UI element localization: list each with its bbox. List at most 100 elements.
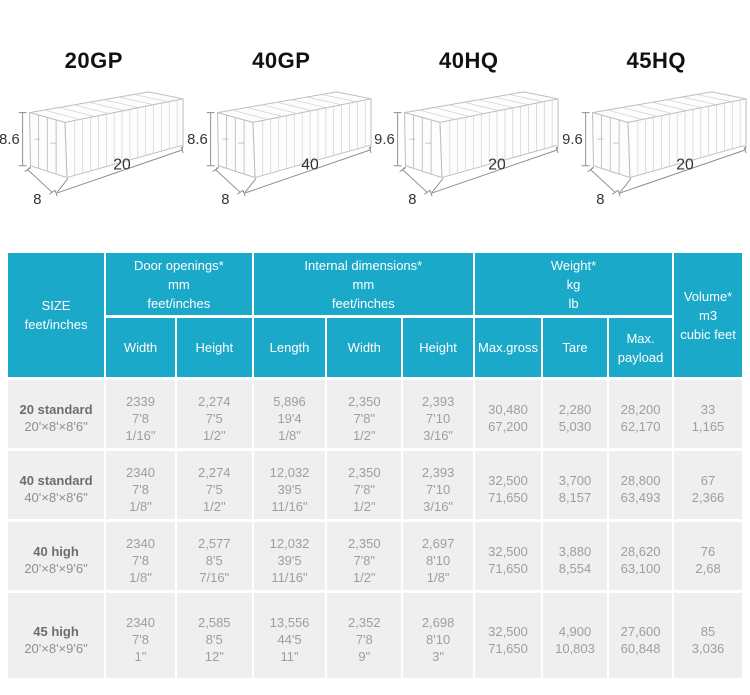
value-line: 5,896 [273, 393, 306, 409]
container-door-rods [597, 115, 620, 174]
value-line: 33 [700, 402, 716, 417]
header-door-openings-unit-ft: feet/inches [147, 295, 211, 311]
header-internal-dimensions-title: Internal dimensions* [304, 257, 423, 273]
value-line: 27,600 [620, 623, 661, 639]
value-line: 9" [358, 649, 371, 664]
table-cell-text: 32,500 71,650 [488, 530, 528, 590]
header-door-openings-unit-mm: mm [168, 276, 190, 292]
row-size-cell: 45 high 20'×8'×9'6" [8, 593, 105, 678]
container-type-label: 20GP [64, 48, 123, 73]
table-cell: 2,350 7'8" 1/2" [327, 380, 402, 448]
table-cell: 12,032 39'5 11/16" [253, 522, 326, 590]
value-line: 11/16" [271, 498, 308, 514]
container-roof-slats [231, 94, 357, 120]
value-line: 7'8 [132, 410, 149, 426]
table-cell: 33 1,165 [674, 380, 742, 448]
value-line: 3,700 [558, 473, 592, 488]
table-cell-text: 2,393 7'10 3/16" [422, 459, 455, 519]
value-line: 67,200 [488, 419, 528, 434]
value-line: 2,585 [198, 615, 231, 630]
container-illustration: 9.6 8 20 [374, 91, 559, 208]
header-weight-unit-kg: kg [566, 276, 581, 292]
table-cell: 4,900 10,803 [542, 593, 608, 678]
value-line: 2,350 [348, 464, 381, 480]
table-cell-text: 12,032 39'5 11/16" [270, 459, 310, 519]
table-cell: 3,700 8,157 [542, 451, 608, 519]
header-volume-unit-cuft: cubic feet [680, 326, 736, 342]
row-size-cell: 40 standard 40'×8'×8'6" [8, 451, 105, 519]
value-line: 28,620 [620, 544, 661, 559]
container-illustration: 8.6 8 20 [0, 91, 184, 208]
value-line: 8'5 [205, 632, 223, 647]
value-line: 1/16" [125, 427, 156, 443]
value-line: 62,170 [620, 419, 661, 434]
subheader-door-height: Height [176, 318, 252, 377]
table-cell-text: 30,480 67,200 [488, 388, 528, 448]
value-line: 12,032 [269, 535, 310, 551]
value-line: 8'10 [426, 552, 451, 568]
container-illustration: 8.6 8 40 [187, 91, 372, 208]
table-cell-text: 13,556 44'5 11" [270, 601, 310, 678]
width-dimension-line [212, 166, 244, 195]
table-cell: 30,480 67,200 [475, 380, 541, 448]
length-dimension-label: 40 [301, 157, 319, 174]
value-line: 63,493 [620, 490, 661, 505]
header-internal-dimensions-unit-ft: feet/inches [331, 295, 395, 311]
height-dimension-label: 9.6 [374, 132, 395, 148]
value-line: 12,032 [269, 464, 310, 480]
value-line: 67 [700, 473, 716, 488]
container-type-label: 40HQ [439, 48, 499, 73]
value-line: 7'8" [353, 552, 376, 568]
container-size-dims: 20'×8'×8'6" [24, 419, 88, 434]
value-line: 8,157 [558, 490, 592, 505]
value-line: 1/2" [352, 498, 376, 514]
value-line: 32,500 [488, 473, 528, 488]
table-cell-text: 2,393 7'10 3/16" [422, 388, 455, 448]
table-cell: 2,352 7'8 9" [327, 593, 402, 678]
table-cell-text: 2340 7'8 1" [126, 601, 155, 678]
value-line: 7'10 [426, 481, 451, 497]
table-cell-text: 2,697 8'10 1/8" [422, 530, 455, 590]
value-line: 60,848 [620, 640, 661, 656]
table-cell: 32,500 71,650 [475, 451, 541, 519]
container-size-dims: 40'×8'×8'6" [24, 490, 88, 505]
value-line: 2,68 [695, 561, 721, 576]
width-dimension-line [399, 166, 431, 195]
table-cell: 2,393 7'10 3/16" [403, 380, 474, 448]
table-cell-text: 5,896 19'4 1/8" [273, 388, 306, 448]
value-line: 8'5 [205, 552, 223, 568]
container-size-dims: 20'×8'×9'6" [24, 561, 88, 576]
value-line: 2,393 [421, 393, 455, 409]
header-door-openings: Door openings* mm feet/inches [106, 253, 252, 315]
value-line: 7'8 [132, 552, 149, 568]
value-line: 1/8" [278, 427, 301, 443]
container-door-face [404, 111, 443, 179]
table-cell: 27,600 60,848 [609, 593, 673, 678]
table-cell-text: 2,352 7'8 9" [348, 601, 381, 678]
length-dimension-line [54, 145, 184, 197]
value-line: 5,030 [558, 419, 592, 434]
value-line: 2,577 [198, 535, 231, 551]
value-line: 1/8" [129, 569, 152, 585]
value-line: 7'8" [353, 481, 376, 497]
value-line: 19'4 [277, 410, 302, 426]
container-door-face [591, 111, 631, 179]
table-cell-text: 2,350 7'8" 1/2" [348, 459, 381, 519]
container-door-rods [222, 115, 245, 174]
container-type-label: 40GP [252, 48, 311, 73]
container-figure: 40GP 8.6 8 40 [187, 46, 376, 253]
value-line: 2,350 [348, 393, 381, 409]
value-line: 32,500 [488, 623, 528, 639]
subheader-int-height: Height [403, 318, 474, 377]
header-weight-title: Weight* [550, 257, 597, 273]
table-cell-text: 2,274 7'5 1/2" [198, 388, 231, 448]
container-size-dims: 20'×8'×9'6" [24, 640, 88, 656]
width-dimension-line [24, 166, 56, 195]
value-line: 3,880 [558, 544, 592, 559]
table-cell: 32,500 71,650 [475, 522, 541, 590]
header-weight-unit-lb: lb [568, 295, 579, 311]
table-cell-text: 76 2,68 [695, 530, 720, 590]
value-line: 3/16" [423, 498, 454, 514]
table-cell: 2,577 8'5 7/16" [176, 522, 252, 590]
table-cell-text: 85 3,036 [692, 601, 725, 678]
